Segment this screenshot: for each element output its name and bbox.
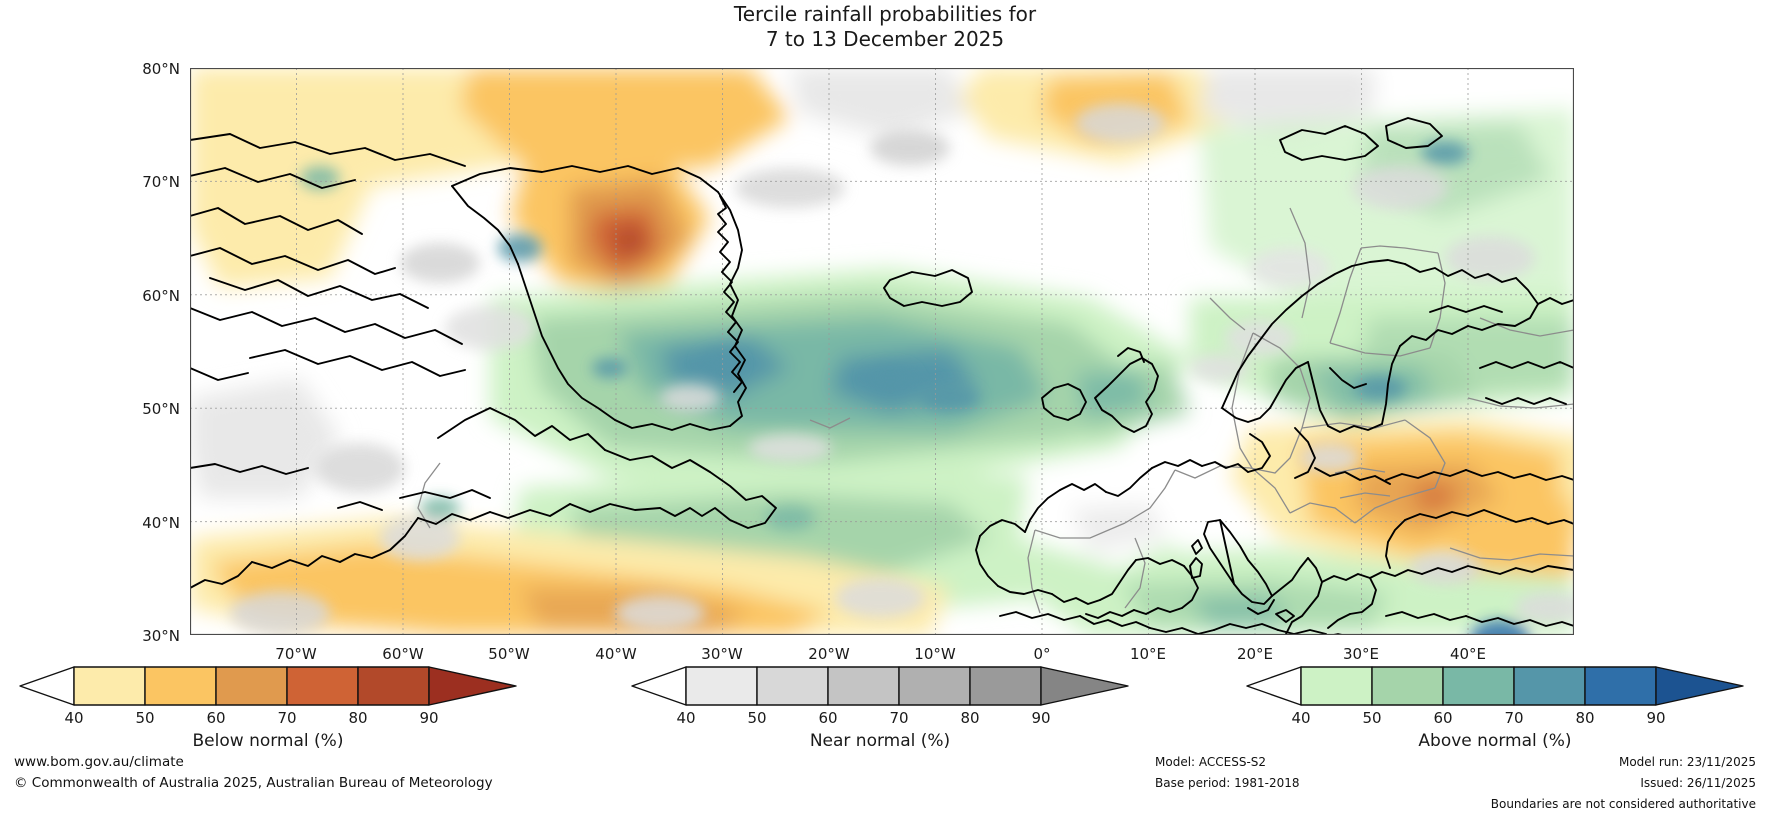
x-tick-40W: 40°W <box>595 645 637 663</box>
footer-model: Model: ACCESS-S2 <box>1155 755 1267 769</box>
footer-model-info: Model: ACCESS-S2 Base period: 1981-2018 <box>1155 752 1300 794</box>
cb2-tick-50: 50 <box>747 709 767 727</box>
cb1-tick-70: 70 <box>277 709 297 727</box>
colorbar-near-normal-title: Near normal (%) <box>809 731 951 751</box>
y-tick-80N: 80°N <box>142 60 180 78</box>
footer-left: www.bom.gov.au/climate © Commonwealth of… <box>14 752 493 794</box>
x-tick-10W: 10°W <box>914 645 956 663</box>
y-tick-40N: 40°N <box>142 514 180 532</box>
cb1-tick-60: 60 <box>206 709 226 727</box>
cb2-tick-40: 40 <box>676 709 696 727</box>
colorbar-above-normal-ticks: 40 50 60 70 80 90 <box>1245 709 1745 729</box>
map-panel[interactable] <box>190 68 1574 635</box>
footer-disclaimer: Boundaries are not considered authoritat… <box>1490 797 1756 811</box>
colorbar-near-normal[interactable]: 40 50 60 70 80 90 Near normal (%) <box>630 665 1130 751</box>
y-tick-70N: 70°N <box>142 173 180 191</box>
x-tick-0: 0° <box>1033 645 1051 663</box>
cb1-tick-90: 90 <box>419 709 439 727</box>
cb3-tick-70: 70 <box>1504 709 1524 727</box>
x-tick-40E: 40°E <box>1449 645 1487 663</box>
colorbar-above-normal[interactable]: 40 50 60 70 80 90 Above normal (%) <box>1245 665 1745 751</box>
colorbar-below-normal-title: Below normal (%) <box>192 731 344 751</box>
footer-copyright: © Commonwealth of Australia 2025, Austra… <box>14 775 493 791</box>
cb3-tick-40: 40 <box>1291 709 1311 727</box>
title-line-2: 7 to 13 December 2025 <box>765 27 1005 51</box>
cb3-tick-50: 50 <box>1362 709 1382 727</box>
coastlines <box>190 117 1574 635</box>
cb1-tick-80: 80 <box>348 709 368 727</box>
cb3-tick-60: 60 <box>1433 709 1453 727</box>
cb1-tick-40: 40 <box>64 709 84 727</box>
colorbar-near-normal-ticks: 40 50 60 70 80 90 <box>630 709 1130 729</box>
cb3-tick-80: 80 <box>1575 709 1595 727</box>
footer-run-info: Model run: 23/11/2025 Issued: 26/11/2025… <box>1491 752 1756 815</box>
footer-website[interactable]: www.bom.gov.au/climate <box>14 754 184 770</box>
footer-model-run: Model run: 23/11/2025 <box>1618 755 1756 769</box>
country-borders <box>417 207 1574 614</box>
colorbar-above-normal-title: Above normal (%) <box>1418 731 1572 751</box>
y-tick-60N: 60°N <box>142 287 180 305</box>
y-tick-50N: 50°N <box>142 400 180 418</box>
graticule <box>190 68 1574 635</box>
cb2-tick-70: 70 <box>889 709 909 727</box>
colorbar-near-normal-swatches[interactable] <box>630 665 1130 707</box>
cb1-tick-50: 50 <box>135 709 155 727</box>
tercile-probability-map[interactable] <box>190 68 1574 635</box>
page-title: Tercile rainfall probabilities for 7 to … <box>0 2 1770 52</box>
y-tick-30N: 30°N <box>142 627 180 645</box>
cb2-tick-90: 90 <box>1031 709 1051 727</box>
title-line-1: Tercile rainfall probabilities for <box>733 2 1037 26</box>
footer-issued: Issued: 26/11/2025 <box>1640 776 1756 790</box>
x-tick-50W: 50°W <box>488 645 530 663</box>
map-frame <box>190 68 1574 635</box>
colorbar-below-normal-swatches[interactable] <box>18 665 518 707</box>
colorbar-above-normal-swatches[interactable] <box>1245 665 1745 707</box>
cb2-tick-80: 80 <box>960 709 980 727</box>
x-tick-20W: 20°W <box>808 645 850 663</box>
x-tick-30W: 30°W <box>701 645 743 663</box>
x-tick-30E: 30°E <box>1342 645 1380 663</box>
cb2-tick-60: 60 <box>818 709 838 727</box>
x-tick-70W: 70°W <box>275 645 317 663</box>
x-tick-10E: 10°E <box>1129 645 1167 663</box>
footer-base-period: Base period: 1981-2018 <box>1155 776 1300 790</box>
cb3-tick-90: 90 <box>1646 709 1666 727</box>
colorbar-below-normal[interactable]: 40 50 60 70 80 90 Below normal (%) <box>18 665 518 751</box>
x-tick-60W: 60°W <box>382 645 424 663</box>
colorbar-below-normal-ticks: 40 50 60 70 80 90 <box>18 709 518 729</box>
x-tick-20E: 20°E <box>1236 645 1274 663</box>
